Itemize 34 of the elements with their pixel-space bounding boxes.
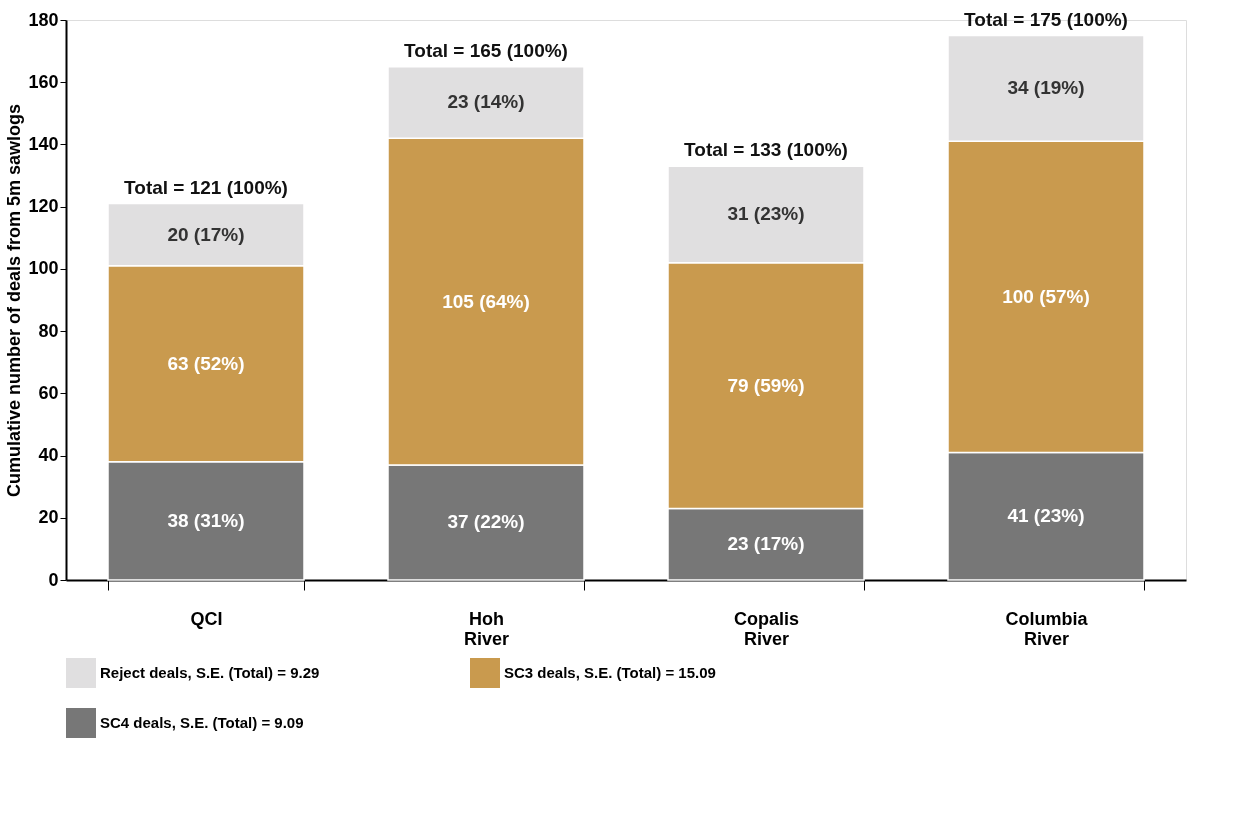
- y-axis-title: Cumulative number of deals from 5m sawlogs: [4, 103, 25, 498]
- data-label: 23 (17%): [727, 533, 805, 555]
- y-tick-label: 20: [38, 507, 59, 528]
- total-label: Total = 165 (100%): [404, 39, 568, 61]
- x-tick-label: Hoh River: [463, 608, 510, 649]
- data-label: 63 (52%): [167, 352, 245, 374]
- total-label: Total = 175 (100%): [964, 8, 1128, 30]
- y-tick-label: 60: [38, 382, 59, 403]
- y-tick-label: 180: [28, 9, 59, 30]
- data-label: 34 (19%): [1007, 77, 1085, 99]
- data-label: 41 (23%): [1007, 505, 1085, 527]
- data-label: 37 (22%): [447, 511, 525, 533]
- y-tick-label: 80: [38, 320, 59, 341]
- x-tick-label: QCI: [190, 608, 223, 629]
- data-label: 31 (23%): [727, 203, 805, 225]
- data-label: 79 (59%): [727, 374, 805, 396]
- data-label: 105 (64%): [442, 290, 530, 312]
- total-label: Total = 121 (100%): [124, 176, 288, 198]
- data-label: 38 (31%): [167, 509, 245, 531]
- data-label: 20 (17%): [167, 223, 245, 245]
- y-tick-label: 120: [28, 196, 59, 217]
- y-tick-label: 100: [28, 258, 59, 279]
- legend-label: Reject deals, S.E. (Total) = 9.29: [100, 664, 320, 681]
- legend-label: SC4 deals, S.E. (Total) = 9.09: [100, 714, 304, 731]
- x-tick-label: Copalis River: [733, 608, 800, 649]
- y-tick-label: 40: [38, 445, 59, 466]
- total-label: Total = 133 (100%): [684, 139, 848, 161]
- y-tick-label: 140: [28, 133, 59, 154]
- data-label: 100 (57%): [1002, 285, 1090, 307]
- y-tick-label: 0: [48, 569, 59, 590]
- data-label: 23 (14%): [447, 91, 525, 113]
- y-tick-label: 160: [28, 71, 59, 92]
- legend-label: SC3 deals, S.E. (Total) = 15.09: [504, 664, 716, 681]
- x-tick-label: Columbia River: [1005, 608, 1089, 649]
